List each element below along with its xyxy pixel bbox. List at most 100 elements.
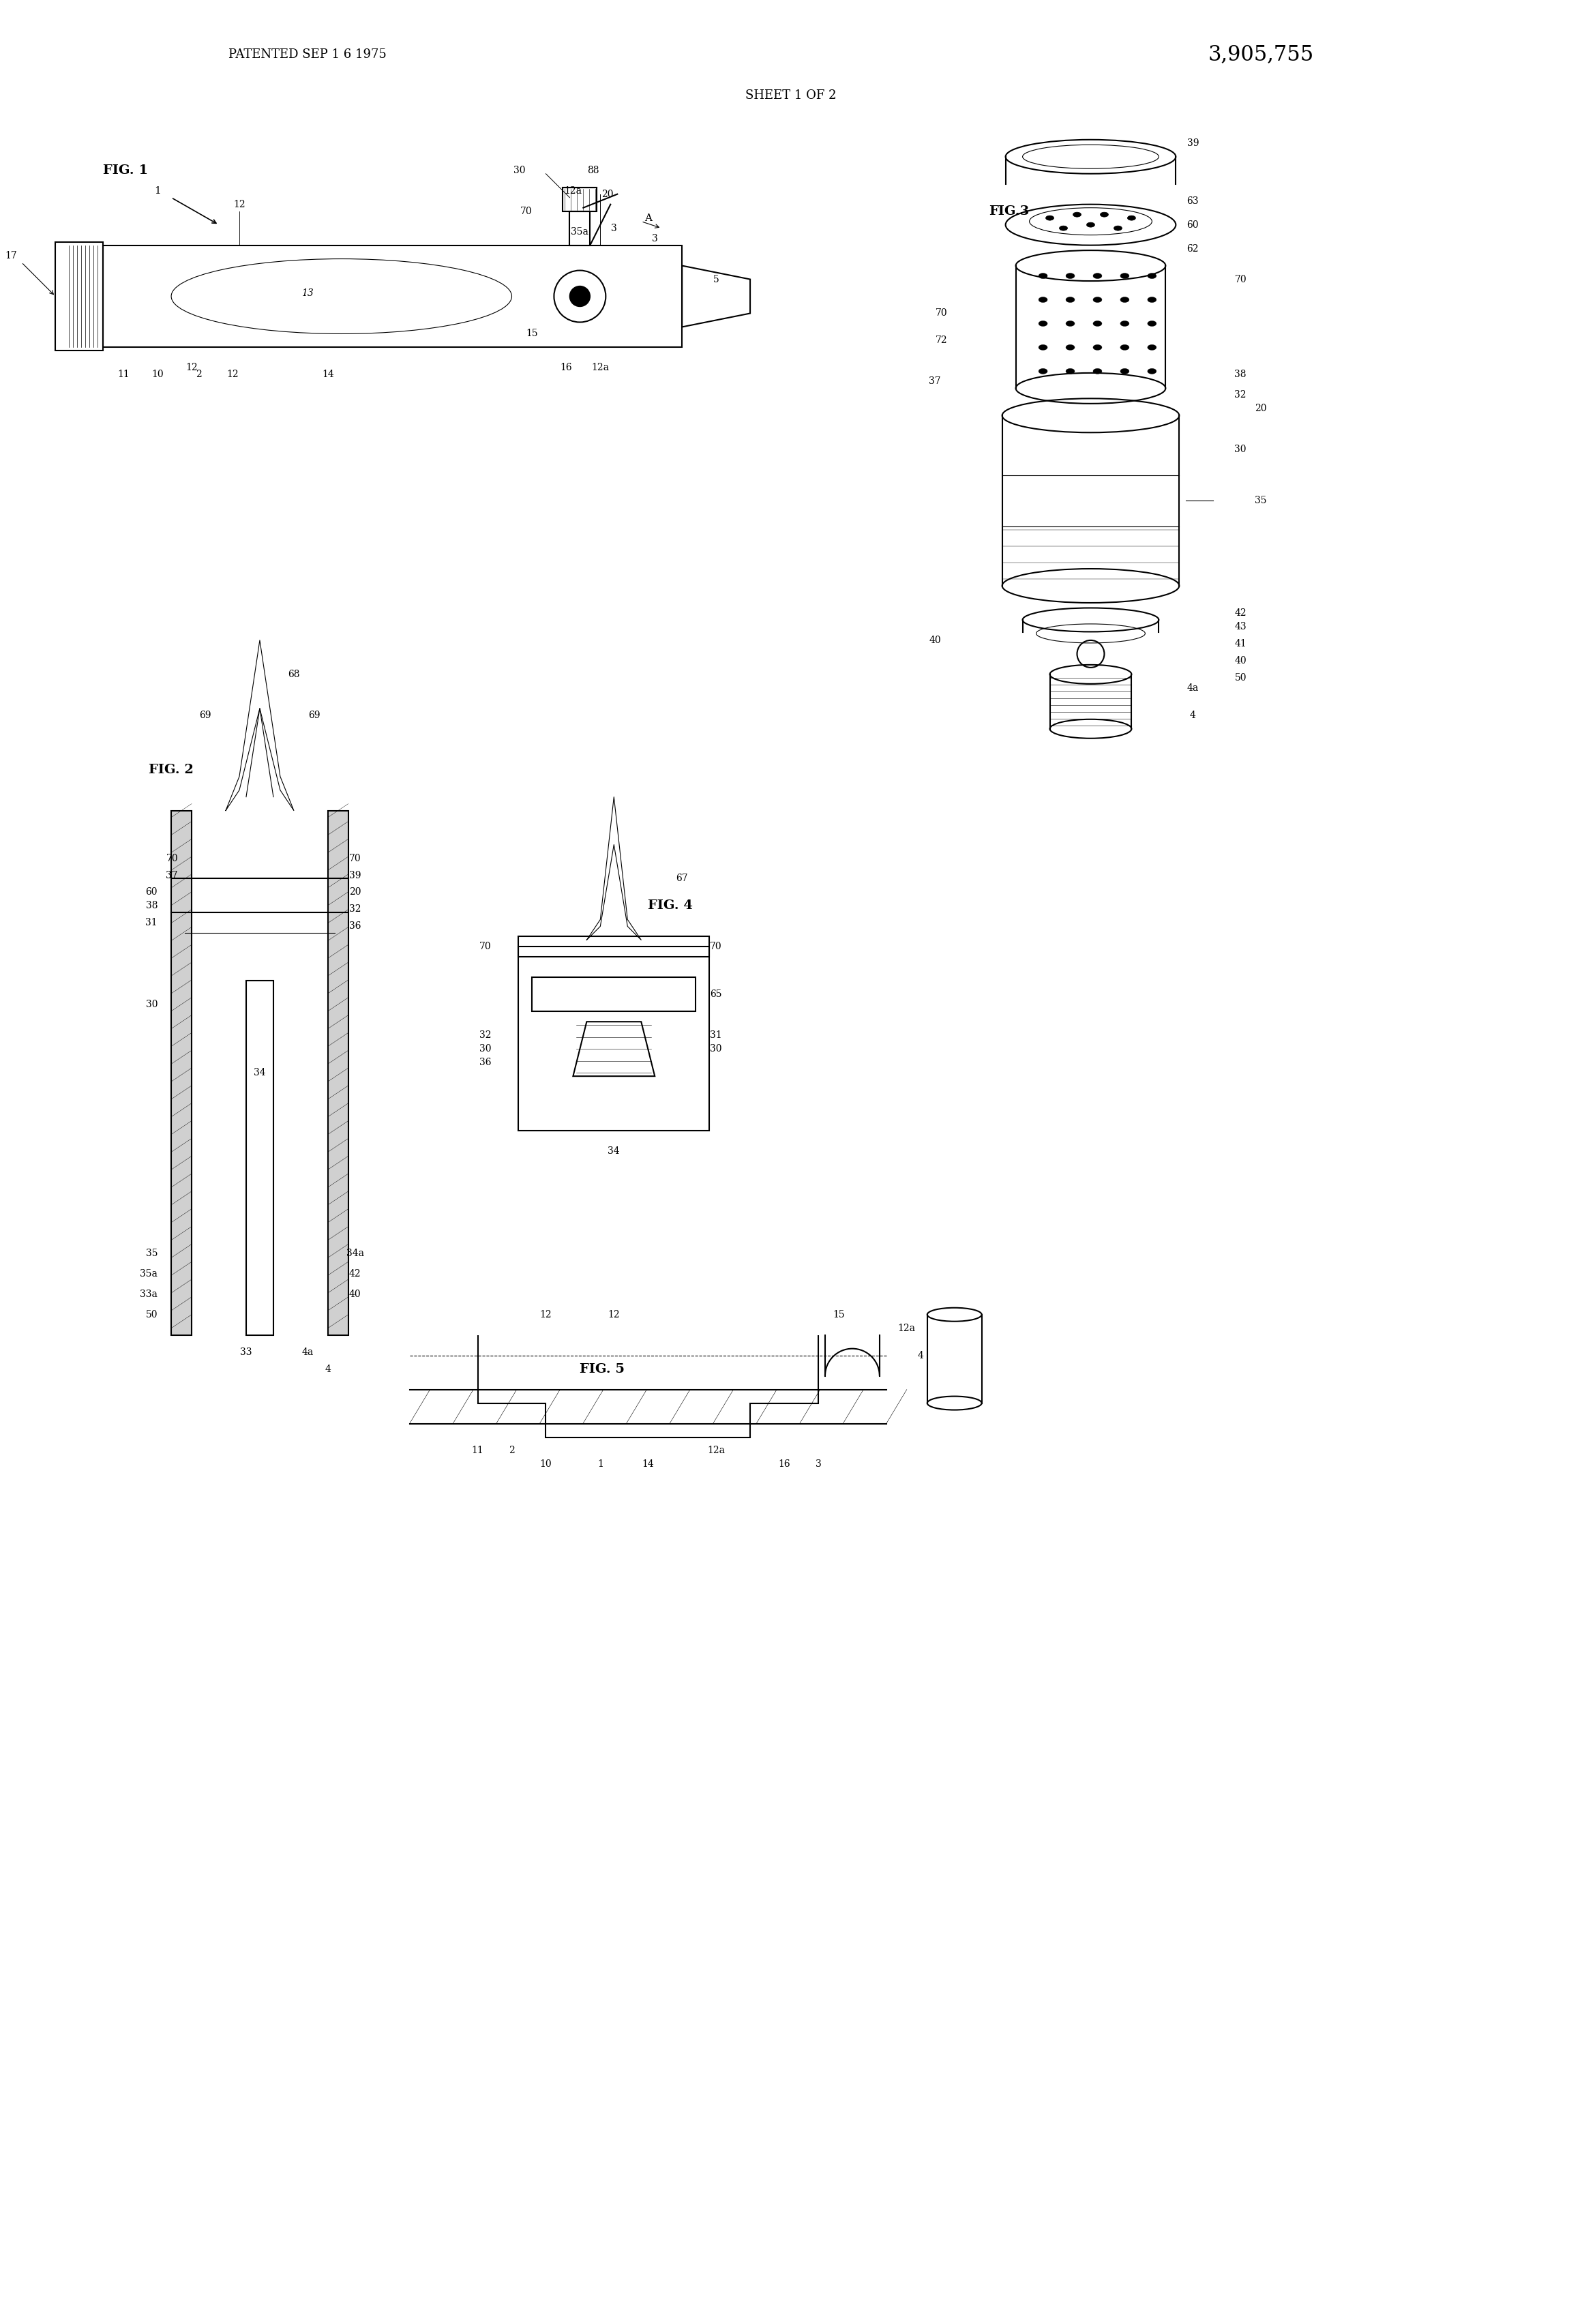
- Text: 11: 11: [117, 370, 130, 379]
- Text: 35: 35: [1255, 495, 1267, 504]
- Text: 15: 15: [527, 330, 538, 339]
- Text: PATENTED SEP 1 6 1975: PATENTED SEP 1 6 1975: [228, 49, 386, 60]
- Text: 38: 38: [146, 902, 158, 911]
- Text: 30: 30: [710, 1043, 721, 1053]
- Ellipse shape: [1066, 274, 1074, 279]
- Bar: [171, 811, 191, 1334]
- Ellipse shape: [1120, 297, 1130, 302]
- Bar: [519, 937, 709, 957]
- Text: 3: 3: [815, 1459, 821, 1469]
- Text: 2: 2: [509, 1446, 514, 1455]
- Text: 34a: 34a: [346, 1248, 364, 1257]
- Text: 70: 70: [935, 309, 948, 318]
- Text: 14: 14: [321, 370, 334, 379]
- Text: 30: 30: [514, 165, 525, 174]
- Text: 70: 70: [520, 207, 532, 216]
- Bar: [532, 978, 696, 1011]
- Text: 62: 62: [1186, 244, 1199, 253]
- Text: 33a: 33a: [139, 1290, 158, 1299]
- Ellipse shape: [1066, 297, 1074, 302]
- Ellipse shape: [1087, 223, 1095, 228]
- Text: 10: 10: [152, 370, 163, 379]
- Text: 39: 39: [1186, 139, 1199, 149]
- Text: 4: 4: [1190, 711, 1196, 720]
- Text: 34: 34: [253, 1069, 266, 1078]
- Text: 20: 20: [350, 888, 361, 897]
- Ellipse shape: [1147, 370, 1156, 374]
- Text: 36: 36: [350, 923, 361, 932]
- Text: 4a: 4a: [302, 1348, 313, 1357]
- Ellipse shape: [1120, 321, 1130, 325]
- Text: 32: 32: [479, 1030, 492, 1041]
- Text: 5: 5: [713, 274, 720, 284]
- Text: 35a: 35a: [571, 228, 589, 237]
- Text: 35a: 35a: [139, 1269, 158, 1278]
- Text: 4: 4: [918, 1350, 924, 1360]
- Text: 1: 1: [598, 1459, 603, 1469]
- Text: FIG. 5: FIG. 5: [581, 1362, 625, 1376]
- Text: 72: 72: [935, 335, 948, 346]
- Text: 63: 63: [1186, 195, 1199, 207]
- Ellipse shape: [1060, 225, 1068, 230]
- Text: 40: 40: [1234, 655, 1247, 665]
- Text: 4a: 4a: [1186, 683, 1199, 693]
- Ellipse shape: [1093, 274, 1103, 279]
- Text: 3,905,755: 3,905,755: [1209, 44, 1315, 65]
- Text: 1: 1: [155, 186, 161, 195]
- Ellipse shape: [1038, 297, 1047, 302]
- Text: 13: 13: [302, 288, 313, 297]
- Text: 32: 32: [350, 904, 361, 913]
- Text: 20: 20: [1255, 404, 1267, 414]
- Text: 69: 69: [308, 711, 320, 720]
- Ellipse shape: [1128, 216, 1136, 221]
- Text: 31: 31: [710, 1030, 721, 1041]
- Text: 33: 33: [240, 1348, 252, 1357]
- Text: 30: 30: [1234, 444, 1247, 453]
- Text: 36: 36: [479, 1057, 492, 1067]
- Text: 60: 60: [146, 888, 158, 897]
- Text: 70: 70: [1234, 274, 1247, 284]
- Text: FIG. 1: FIG. 1: [103, 165, 149, 177]
- Ellipse shape: [1093, 321, 1103, 325]
- Text: A: A: [644, 214, 652, 223]
- Text: 70: 70: [710, 941, 721, 951]
- Text: 12a: 12a: [565, 186, 582, 195]
- Ellipse shape: [1120, 344, 1130, 351]
- Text: 50: 50: [146, 1311, 158, 1320]
- Text: 60: 60: [1186, 221, 1199, 230]
- Text: 88: 88: [587, 165, 600, 174]
- Ellipse shape: [1093, 370, 1103, 374]
- Bar: [327, 811, 348, 1334]
- Text: 12a: 12a: [707, 1446, 725, 1455]
- Text: 30: 30: [479, 1043, 492, 1053]
- Text: 43: 43: [1234, 623, 1247, 632]
- Text: 41: 41: [1234, 639, 1247, 648]
- Text: 70: 70: [479, 941, 492, 951]
- Text: 12: 12: [185, 363, 198, 372]
- Text: 20: 20: [601, 188, 614, 200]
- Text: 31: 31: [146, 918, 158, 927]
- Text: 3: 3: [611, 223, 617, 232]
- Ellipse shape: [1147, 274, 1156, 279]
- Text: 10: 10: [539, 1459, 552, 1469]
- Text: FIG. 2: FIG. 2: [149, 765, 193, 776]
- Text: 39: 39: [350, 872, 361, 881]
- Text: 70: 70: [350, 853, 361, 862]
- Text: 16: 16: [560, 363, 573, 372]
- Ellipse shape: [1114, 225, 1122, 230]
- Ellipse shape: [1038, 321, 1047, 325]
- Text: 2: 2: [196, 370, 201, 379]
- Ellipse shape: [1093, 344, 1103, 351]
- Text: FIG. 4: FIG. 4: [649, 899, 693, 911]
- Text: 3: 3: [652, 235, 658, 244]
- Text: 4: 4: [324, 1364, 331, 1373]
- Text: 34: 34: [607, 1146, 620, 1155]
- Bar: [570, 211, 590, 246]
- Text: 30: 30: [146, 999, 158, 1009]
- Text: 40: 40: [929, 634, 941, 646]
- Text: 35: 35: [146, 1248, 158, 1257]
- Text: 69: 69: [199, 711, 212, 720]
- Text: 40: 40: [350, 1290, 361, 1299]
- Text: 68: 68: [288, 669, 299, 679]
- Bar: [247, 981, 274, 1334]
